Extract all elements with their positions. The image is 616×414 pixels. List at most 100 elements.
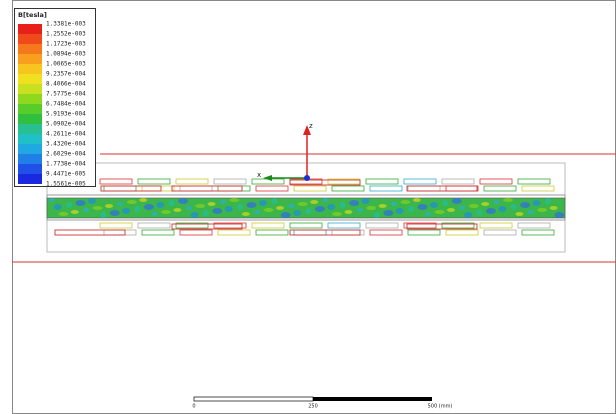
field-spot bbox=[550, 206, 558, 210]
legend-color bbox=[18, 164, 42, 174]
legend-color bbox=[18, 94, 42, 104]
field-spot bbox=[117, 202, 123, 206]
field-spot bbox=[281, 212, 291, 218]
field-spot bbox=[435, 210, 445, 214]
field-spot bbox=[327, 204, 335, 210]
field-spot bbox=[344, 210, 352, 214]
field-spot bbox=[486, 208, 496, 214]
legend-color bbox=[18, 154, 42, 164]
field-spot bbox=[254, 210, 260, 214]
legend-title: B[tesla] bbox=[18, 11, 47, 19]
field-spot bbox=[191, 212, 199, 218]
field-spot bbox=[494, 200, 500, 204]
field-spot bbox=[511, 204, 517, 210]
field-spot bbox=[212, 208, 222, 214]
legend-label: 5.0902e-004 bbox=[46, 121, 86, 128]
field-spot bbox=[298, 202, 308, 206]
field-spot bbox=[135, 206, 141, 212]
field-spot bbox=[66, 202, 72, 208]
legend-color bbox=[18, 174, 42, 184]
legend-label: 1.2552e-003 bbox=[46, 31, 86, 38]
field-spot bbox=[54, 204, 62, 210]
legend-label: 8.4066e-004 bbox=[46, 81, 86, 88]
field-spot bbox=[293, 210, 301, 216]
x-label: x bbox=[257, 171, 261, 179]
field-spot bbox=[139, 198, 147, 202]
field-spot bbox=[169, 200, 175, 206]
legend-color bbox=[18, 104, 42, 114]
field-spot bbox=[357, 208, 363, 212]
field-spot bbox=[400, 200, 410, 204]
legend-label: 7.5775e-004 bbox=[46, 91, 86, 98]
field-spot bbox=[340, 202, 346, 208]
field-spot bbox=[332, 212, 342, 216]
field-spot bbox=[418, 204, 428, 210]
field-spot bbox=[452, 198, 462, 204]
field-spot bbox=[186, 206, 192, 210]
scale-bar bbox=[313, 397, 432, 401]
field-spot bbox=[276, 206, 284, 210]
field-spot bbox=[323, 198, 329, 202]
legend-color bbox=[18, 114, 42, 124]
legend: 1.3381e-0031.2552e-0031.1723e-0031.0894e… bbox=[18, 21, 86, 188]
field-spot bbox=[127, 200, 137, 204]
field-spot bbox=[315, 206, 325, 212]
field-spot bbox=[229, 198, 239, 202]
legend-color bbox=[18, 84, 42, 94]
field-spot bbox=[144, 204, 154, 210]
field-spot bbox=[430, 202, 438, 208]
field-spot bbox=[533, 200, 541, 206]
legend-label: 1.0894e-003 bbox=[46, 51, 86, 58]
field-spot bbox=[545, 198, 551, 204]
field-spot bbox=[83, 208, 89, 212]
field-spot bbox=[481, 202, 489, 206]
field-spot bbox=[271, 198, 277, 204]
field-spot bbox=[408, 206, 414, 212]
legend-color bbox=[18, 134, 42, 144]
legend-label: 1.3381e-003 bbox=[46, 21, 86, 28]
field-spot bbox=[220, 200, 226, 204]
field-spot bbox=[477, 210, 483, 216]
legend-label: 1.0065e-003 bbox=[46, 61, 86, 68]
field-spot bbox=[259, 200, 267, 206]
field-spot bbox=[237, 204, 243, 210]
legend-color bbox=[18, 144, 42, 154]
core-field bbox=[47, 198, 565, 218]
field-spot bbox=[469, 204, 479, 208]
field-spot bbox=[383, 210, 393, 216]
field-spot bbox=[110, 210, 120, 216]
field-spot bbox=[520, 202, 530, 208]
field-spot bbox=[413, 198, 421, 202]
field-spot bbox=[71, 210, 79, 214]
field-spot bbox=[391, 202, 397, 206]
legend-label: 4.2611e-004 bbox=[46, 131, 86, 138]
field-spot bbox=[515, 212, 523, 216]
field-spot bbox=[374, 212, 380, 218]
field-spot bbox=[425, 212, 431, 216]
field-spot bbox=[442, 200, 448, 206]
field-spot bbox=[242, 212, 250, 216]
y-axis-dot bbox=[304, 175, 310, 181]
scale-label: 500 (mm) bbox=[428, 404, 453, 410]
field-spot bbox=[310, 200, 318, 204]
field-spot bbox=[49, 198, 55, 202]
legend-color bbox=[18, 54, 42, 64]
field-spot bbox=[208, 202, 216, 206]
field-spot bbox=[105, 204, 113, 208]
legend-label: 1.7738e-004 bbox=[46, 161, 86, 168]
field-spot bbox=[528, 210, 534, 214]
field-spot bbox=[225, 206, 233, 212]
field-spot bbox=[203, 210, 209, 216]
scale-bar bbox=[194, 397, 313, 401]
z-label: z bbox=[309, 122, 313, 130]
field-spot bbox=[288, 204, 294, 208]
field-spot bbox=[306, 208, 312, 214]
legend-label: 5.9193e-004 bbox=[46, 111, 86, 118]
scale-label: 0 bbox=[192, 404, 195, 410]
legend-label: 9.2357e-004 bbox=[46, 71, 86, 78]
field-spot bbox=[173, 208, 181, 212]
field-spot bbox=[161, 210, 171, 214]
field-spot bbox=[152, 212, 158, 216]
legend-label: 3.4320e-004 bbox=[46, 141, 86, 148]
legend-label: 9.4471e-005 bbox=[46, 171, 86, 178]
